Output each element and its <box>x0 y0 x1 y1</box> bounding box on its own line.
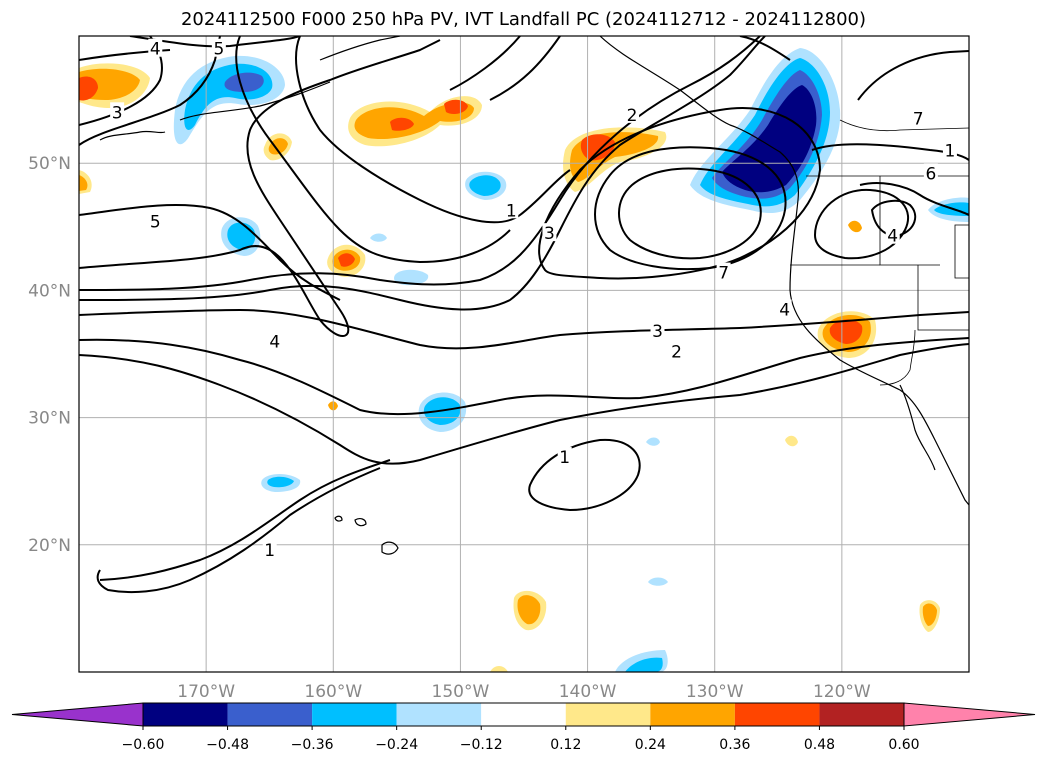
contour-label-bg <box>110 102 125 121</box>
colorbar-segment <box>819 703 904 726</box>
colorbar-extend-low <box>11 702 144 727</box>
colorbar-segment <box>396 703 482 726</box>
colorbar-tick-label: −0.36 <box>291 737 334 753</box>
colorbar-tick-label: −0.60 <box>122 737 165 753</box>
colorbar-segment <box>143 703 228 726</box>
longitude-labels: 170°W 160°W 150°W 140°W 130°W 120°W <box>177 682 871 702</box>
latitude-labels: 50°N 40°N 30°N 20°N <box>28 154 71 556</box>
colorbar-tick-label: 0.48 <box>804 737 835 753</box>
contour-label: 4 <box>779 300 790 320</box>
contour-label-bg <box>504 200 519 219</box>
contour-label: 7 <box>718 264 729 284</box>
colorbar-segment <box>734 703 820 726</box>
colorbar-tick-label: −0.12 <box>460 737 503 753</box>
longitude-label: 170°W <box>177 682 235 702</box>
coastlines <box>99 36 969 555</box>
contour-label: 4 <box>150 40 161 60</box>
colorbar-segment <box>312 703 397 726</box>
contour-label-bg <box>777 299 792 318</box>
contour-label-bg <box>923 163 938 182</box>
contour-label: 5 <box>150 213 161 233</box>
contour-label: 5 <box>213 40 224 60</box>
contour-label-bg <box>148 211 163 230</box>
contour-label: 6 <box>925 164 936 184</box>
pv-contours <box>79 36 969 594</box>
contour-label: 3 <box>112 103 123 123</box>
contour-label: 1 <box>506 201 517 221</box>
graticule <box>79 36 969 672</box>
colorbar-frame <box>142 702 905 727</box>
contour-label-bg <box>262 539 277 558</box>
colorbar-tick-label: 0.12 <box>550 737 581 753</box>
colorbar: −0.60 −0.48 −0.36 −0.24 −0.12 0.12 0.24 0.36 0.4… <box>11 702 1036 753</box>
contour-label: 1 <box>559 448 570 468</box>
contour-label: 2 <box>671 342 682 362</box>
contour-label: 4 <box>887 227 898 247</box>
colorbar-segment <box>650 703 735 726</box>
colorbar-segment <box>227 703 313 726</box>
latitude-label: 40°N <box>28 281 71 301</box>
shaded-pv-anomalies <box>79 48 969 672</box>
political-borders <box>790 119 969 386</box>
contour-label-bg <box>885 225 900 244</box>
contour-label: 2 <box>627 106 638 126</box>
contour-label: 3 <box>652 322 663 342</box>
contour-label-bg <box>557 447 572 466</box>
contour-label-bg <box>911 108 926 127</box>
longitude-label: 120°W <box>813 682 871 702</box>
colorbar-tick-label: 0.24 <box>635 737 666 753</box>
contour-label-bg <box>650 321 665 340</box>
contour-label-bg <box>625 104 640 123</box>
longitude-label: 150°W <box>432 682 490 702</box>
latitude-label: 20°N <box>28 536 71 556</box>
colorbar-segment <box>565 703 651 726</box>
colorbar-segment <box>481 703 566 726</box>
colorbar-tick-label: 0.36 <box>719 737 750 753</box>
colorbar-tick-label: −0.24 <box>375 737 418 753</box>
longitude-label: 140°W <box>559 682 617 702</box>
contour-label-bg <box>716 262 731 281</box>
latitude-label: 50°N <box>28 154 71 174</box>
contour-label: 4 <box>269 332 280 352</box>
contour-label: 1 <box>945 141 956 161</box>
contour-label-bg <box>669 341 684 360</box>
longitude-label: 160°W <box>304 682 362 702</box>
contour-label-bg <box>542 223 557 242</box>
contour-label: 1 <box>264 541 275 561</box>
contour-label-bg <box>267 331 282 350</box>
latitude-label: 30°N <box>28 409 71 429</box>
contour-label-bg <box>148 38 163 57</box>
colorbar-tick-label: −0.48 <box>206 737 249 753</box>
contour-label: 3 <box>544 224 555 244</box>
contour-label-bg <box>211 38 226 57</box>
contour-label-bg <box>942 140 957 159</box>
contour-label: 7 <box>913 110 924 130</box>
colorbar-tick-label: 0.60 <box>888 737 919 753</box>
map-frame <box>78 35 970 673</box>
map-title: 2024112500 F000 250 hPa PV, IVT Landfall… <box>180 9 867 30</box>
longitude-label: 130°W <box>686 682 744 702</box>
colorbar-extend-high <box>903 702 1036 727</box>
